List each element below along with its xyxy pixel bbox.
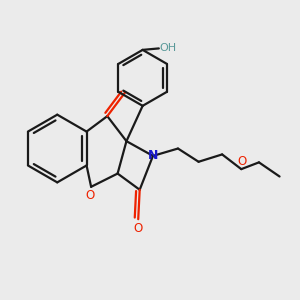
- Text: OH: OH: [160, 43, 177, 53]
- Text: O: O: [134, 221, 143, 235]
- Text: O: O: [237, 155, 247, 168]
- Text: O: O: [85, 189, 94, 202]
- Text: N: N: [148, 149, 158, 162]
